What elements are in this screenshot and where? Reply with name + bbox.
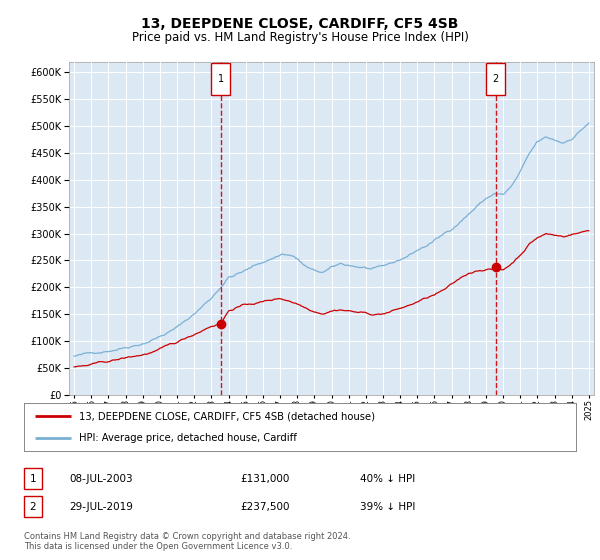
Bar [211,63,230,95]
Text: 2: 2 [493,74,499,84]
Text: 40% ↓ HPI: 40% ↓ HPI [360,474,415,484]
Text: 13, DEEPDENE CLOSE, CARDIFF, CF5 4SB (detached house): 13, DEEPDENE CLOSE, CARDIFF, CF5 4SB (de… [79,411,375,421]
Text: Contains HM Land Registry data © Crown copyright and database right 2024.
This d: Contains HM Land Registry data © Crown c… [24,532,350,552]
Text: 39% ↓ HPI: 39% ↓ HPI [360,502,415,512]
Text: 1: 1 [29,474,37,484]
Text: £237,500: £237,500 [240,502,290,512]
Text: 29-JUL-2019: 29-JUL-2019 [69,502,133,512]
Text: 08-JUL-2003: 08-JUL-2003 [69,474,133,484]
Text: 13, DEEPDENE CLOSE, CARDIFF, CF5 4SB: 13, DEEPDENE CLOSE, CARDIFF, CF5 4SB [142,17,458,31]
Text: Price paid vs. HM Land Registry's House Price Index (HPI): Price paid vs. HM Land Registry's House … [131,31,469,44]
Text: 1: 1 [218,74,224,84]
Text: HPI: Average price, detached house, Cardiff: HPI: Average price, detached house, Card… [79,433,297,443]
Text: 2: 2 [29,502,37,512]
Bar [487,63,505,95]
Text: £131,000: £131,000 [240,474,289,484]
